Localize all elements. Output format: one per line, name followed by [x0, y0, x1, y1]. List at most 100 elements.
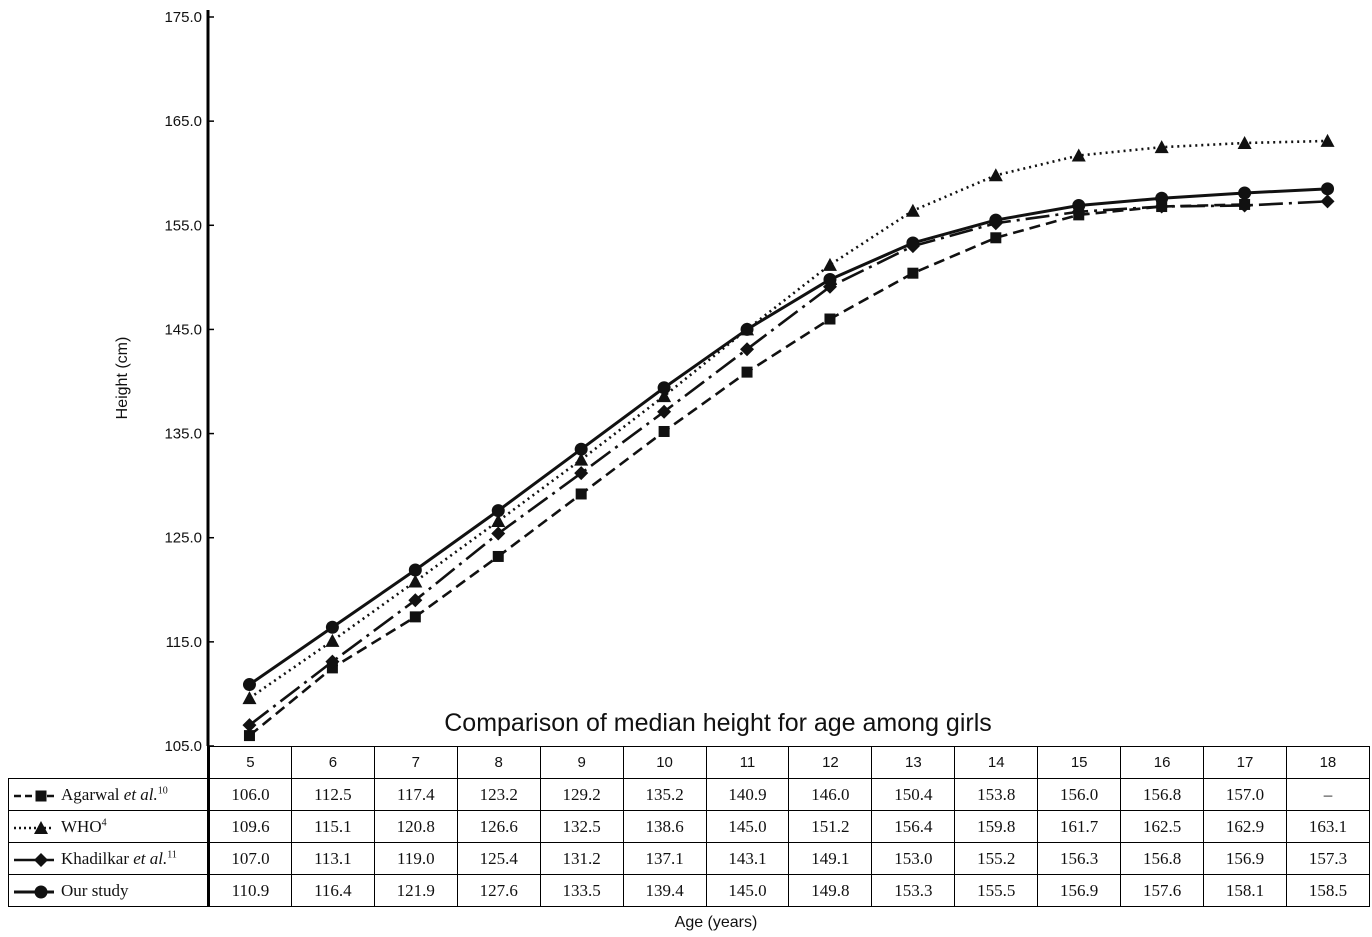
legend-label-suffix: et al. — [133, 848, 168, 868]
series-line — [248, 203, 1245, 737]
legend-key-diamond — [14, 852, 54, 867]
series-point — [242, 691, 257, 705]
x-tick-label: 15 — [1037, 746, 1122, 779]
table-cell: 112.5 — [290, 778, 375, 811]
table-cell: 162.5 — [1120, 810, 1205, 843]
table-cell: 113.1 — [290, 842, 375, 875]
table-cell: 156.3 — [1037, 842, 1122, 875]
series-point — [575, 488, 587, 500]
table-cell: 145.0 — [705, 874, 790, 907]
series-point — [1155, 191, 1169, 205]
table-cell: 156.0 — [1037, 778, 1122, 811]
series-point — [657, 381, 671, 395]
legend-marker — [34, 885, 48, 899]
x-tick-label: 7 — [373, 746, 458, 779]
x-tick-label: 13 — [871, 746, 956, 779]
table-cell: 143.1 — [705, 842, 790, 875]
series-point — [408, 574, 423, 588]
series-point — [408, 563, 422, 577]
table-row: Our study 110.9 116.4 121.9 127.6 133.5 139.4 1… — [8, 874, 1370, 907]
series-line — [248, 139, 1328, 700]
table-cell: 131.2 — [539, 842, 624, 875]
legend-label: Khadilkar — [61, 848, 129, 868]
legend-label: WHO — [61, 816, 102, 836]
table-cell: 156.9 — [1203, 842, 1287, 875]
table-cell: 115.1 — [290, 810, 375, 843]
series-point — [1237, 136, 1252, 150]
table-cell: 119.0 — [373, 842, 458, 875]
table-cell: 158.1 — [1203, 874, 1287, 907]
legend-entry: WHO4 — [8, 810, 209, 843]
table-corner — [8, 746, 209, 779]
x-tick-label: 6 — [290, 746, 375, 779]
table-cell: 109.6 — [207, 810, 292, 843]
table-cell: 116.4 — [290, 874, 375, 907]
legend-marker — [34, 820, 48, 834]
series-our-study — [242, 182, 1335, 692]
table-cell: 146.0 — [788, 778, 873, 811]
series-point — [242, 718, 257, 733]
x-tick-label: 12 — [788, 746, 873, 779]
chart-title: Comparison of median height for age amon… — [444, 709, 992, 737]
series-point — [1320, 194, 1335, 209]
series-point — [242, 678, 256, 692]
table-cell: 157.3 — [1285, 842, 1370, 875]
y-tick-label: 135.0 — [164, 426, 202, 443]
table-cell: 158.5 — [1285, 874, 1370, 907]
table-cell: 153.8 — [954, 778, 1039, 811]
series-point — [657, 404, 672, 419]
legend-key-square — [14, 790, 54, 802]
legend-key-circle — [14, 885, 54, 899]
x-tick-label: 5 — [207, 746, 292, 779]
series-line — [248, 200, 1328, 727]
table-cell: – — [1285, 778, 1370, 811]
series-point — [243, 730, 255, 742]
series-agarwal — [243, 198, 1251, 742]
series-point — [408, 593, 423, 608]
series-point — [905, 203, 920, 217]
table-cell: 162.9 — [1203, 810, 1287, 843]
series-who — [242, 133, 1335, 705]
table-header-row: 5 6 7 8 9 10 11 12 13 14 15 16 17 18 — [8, 746, 1370, 779]
series-point — [1238, 186, 1252, 200]
series-point — [823, 272, 837, 286]
y-tick-label: 125.0 — [164, 530, 202, 547]
series-khadilkar — [242, 194, 1335, 733]
series-point — [990, 232, 1002, 244]
series-lines — [242, 133, 1335, 742]
series-point — [1071, 148, 1086, 162]
table-cell: 149.1 — [788, 842, 873, 875]
table-cell: 153.0 — [871, 842, 956, 875]
series-point — [657, 389, 672, 403]
table-cell: 133.5 — [539, 874, 624, 907]
legend-label: Agarwal — [61, 784, 120, 804]
series-point — [1072, 198, 1086, 212]
legend-label-suffix: et al. — [123, 784, 158, 804]
series-point — [492, 550, 504, 562]
table-cell: 156.8 — [1120, 842, 1205, 875]
table-cell: 123.2 — [456, 778, 541, 811]
y-axis-title: Height (cm) — [114, 337, 131, 420]
table-cell: 156.9 — [1037, 874, 1122, 907]
series-point — [1321, 182, 1335, 196]
table-cell: 110.9 — [207, 874, 292, 907]
y-tick-label: 175.0 — [164, 9, 202, 26]
table-cell: 135.2 — [622, 778, 707, 811]
table-cell: 151.2 — [788, 810, 873, 843]
table-cell: 107.0 — [207, 842, 292, 875]
series-line — [248, 187, 1328, 686]
table-cell: 161.7 — [1037, 810, 1122, 843]
x-tick-label: 18 — [1285, 746, 1370, 779]
series-point — [325, 620, 339, 634]
series-point — [989, 213, 1003, 227]
x-tick-label: 8 — [456, 746, 541, 779]
table-row: Agarwal et al.10 106.0 112.5 117.4 123.2 129.… — [8, 778, 1370, 811]
series-point — [325, 654, 340, 669]
legend-entry: Our study — [8, 874, 209, 907]
y-tick-label: 165.0 — [164, 113, 202, 130]
table-cell: 132.5 — [539, 810, 624, 843]
series-point — [491, 526, 506, 541]
series-point — [740, 322, 754, 336]
